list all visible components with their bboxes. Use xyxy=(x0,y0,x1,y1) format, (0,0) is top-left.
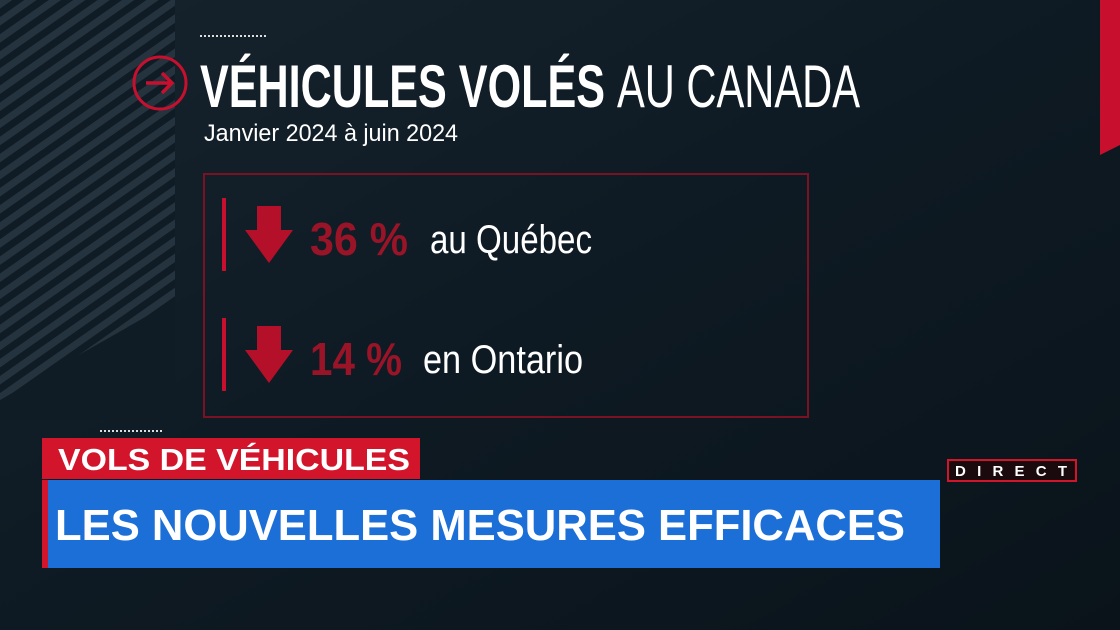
stat-change: 14 % xyxy=(310,333,402,385)
down-arrow xyxy=(245,326,293,383)
stats-list: 36 % au Québec 14 % en Ontario xyxy=(222,198,592,391)
stats-box xyxy=(203,173,809,418)
subtitle: Janvier 2024 à juin 2024 xyxy=(204,120,458,147)
stat-bar xyxy=(222,198,226,271)
headline-band xyxy=(42,480,940,568)
down-arrow xyxy=(245,206,293,263)
accent-bar xyxy=(1100,0,1120,155)
title-light: AU CANADA xyxy=(617,53,860,120)
kicker: VOLS DE VÉHICULES xyxy=(58,442,410,477)
stat-region: en Ontario xyxy=(423,338,583,382)
arrow-circle xyxy=(132,55,188,111)
stat-bar xyxy=(222,318,226,391)
headline: LES NOUVELLES MESURES EFFICACES xyxy=(55,501,905,550)
headline-edge xyxy=(42,480,48,568)
live-badge xyxy=(947,459,1077,482)
stat-change: 36 % xyxy=(310,213,408,265)
arrow-icon xyxy=(146,71,175,95)
title-bold: VÉHICULES VOLÉS xyxy=(200,53,605,120)
kicker-box xyxy=(42,438,420,479)
stat-region: au Québec xyxy=(430,218,592,262)
